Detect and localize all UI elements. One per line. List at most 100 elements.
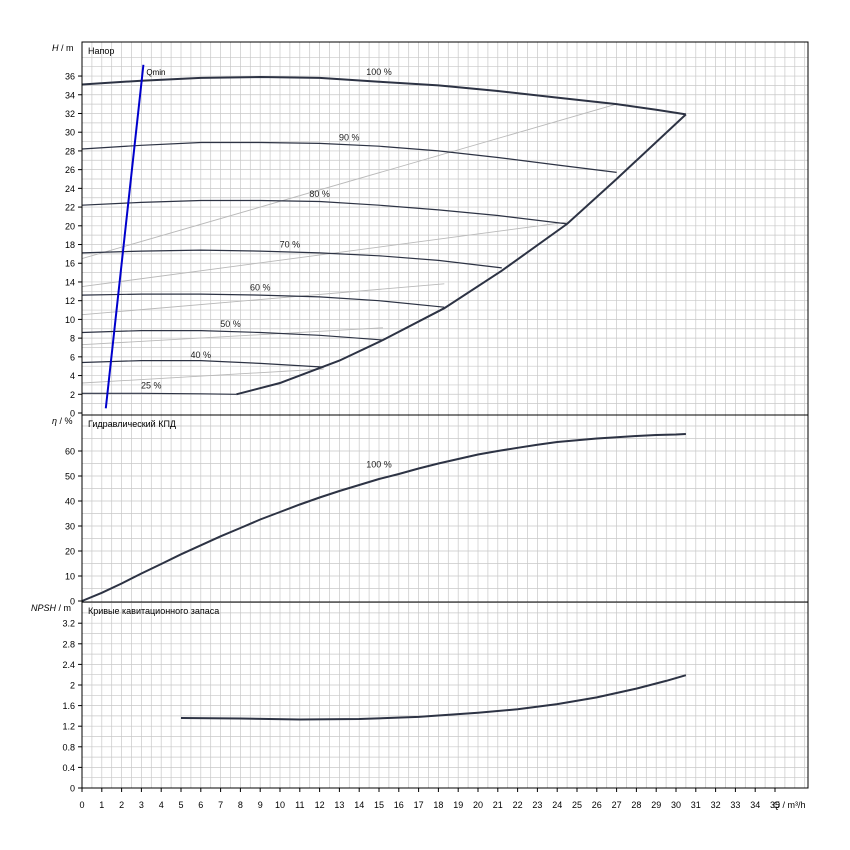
head-curve-70 [81, 249, 502, 269]
x-tick-label: 12 [315, 800, 325, 810]
head-curve-60 [81, 293, 445, 308]
x-tick-label: 24 [552, 800, 562, 810]
x-tick-label: 34 [750, 800, 760, 810]
head-curve-label: 50 % [220, 319, 241, 329]
head-curve-label: 100 % [366, 67, 392, 77]
x-tick-label: 30 [671, 800, 681, 810]
y-axis-unit: / m [56, 603, 71, 613]
x-tick-label: 20 [473, 800, 483, 810]
y-axis-unit: / m [59, 43, 74, 53]
efficiency-curve [81, 433, 686, 602]
y-tick-label: 18 [65, 240, 75, 250]
x-tick-label: 0 [79, 800, 84, 810]
qmin-line [104, 64, 145, 409]
x-tick-label: 28 [631, 800, 641, 810]
x-tick-label: 15 [374, 800, 384, 810]
y-tick-label: 0 [70, 409, 75, 419]
x-tick-label: 29 [651, 800, 661, 810]
x-tick-label: 32 [711, 800, 721, 810]
y-tick-label: 2 [70, 681, 75, 691]
efficiency-line-1 [81, 103, 617, 260]
x-tick-label: 11 [295, 800, 304, 810]
y-tick-label: 32 [65, 109, 75, 119]
head-curve-50 [81, 330, 384, 341]
efficiency-lines [81, 103, 617, 384]
x-tick-label: 6 [198, 800, 203, 810]
head-curve-label: 90 % [339, 133, 360, 143]
y-tick-label: 28 [65, 146, 75, 156]
efficiency-line-2 [81, 221, 568, 288]
x-tick-label: 18 [433, 800, 443, 810]
npsh-curve [180, 674, 687, 721]
y-tick-label: 14 [65, 277, 75, 287]
qmin-label: Qmin [146, 68, 165, 77]
head-curve-80 [81, 199, 568, 225]
x-tick-label: 9 [258, 800, 263, 810]
x-tick-label: 17 [414, 800, 424, 810]
x-axis-variable: Q [773, 800, 780, 810]
y-tick-label: 0.8 [62, 742, 75, 752]
y-tick-label: 2 [70, 390, 75, 400]
y-tick-label: 10 [65, 572, 75, 582]
y-tick-label: 0 [70, 597, 75, 607]
efficiency-line-4 [81, 327, 384, 346]
x-tick-label: 21 [493, 800, 503, 810]
efficiency-curve-label: 100 % [366, 460, 392, 470]
y-tick-label: 50 [65, 472, 75, 482]
x-tick-label: 33 [730, 800, 740, 810]
panel-title-3: Кривые кавитационного запаса [88, 606, 219, 616]
panel-title-2: Гидравлический КПД [88, 419, 176, 429]
head-curve-label: 70 % [280, 239, 301, 249]
envelope-curve [236, 113, 687, 396]
head-curve-label: 80 % [309, 189, 330, 199]
panel-title-1: Напор [88, 46, 114, 56]
x-tick-label: 8 [238, 800, 243, 810]
y-tick-label: 12 [65, 296, 75, 306]
x-tick-label: 2 [119, 800, 124, 810]
efficiency-line-5 [81, 368, 324, 384]
head-curve-label: 25 % [141, 381, 162, 391]
x-tick-label: 23 [532, 800, 542, 810]
y-axis-variable: η [52, 416, 57, 426]
x-tick-label: 35 [770, 800, 780, 810]
head-curve-100 [81, 75, 687, 116]
y-tick-label: 1.2 [62, 722, 75, 732]
y-axis-unit: / % [57, 416, 73, 426]
y-tick-label: 26 [65, 165, 75, 175]
y-tick-label: 1.6 [62, 701, 75, 711]
panel-frames [78, 41, 809, 792]
y-tick-label: 10 [65, 315, 75, 325]
y-tick-label: 36 [65, 72, 75, 82]
x-tick-label: 14 [354, 800, 364, 810]
y-tick-label: 2.8 [62, 639, 75, 649]
efficiency-line-3 [81, 283, 445, 316]
y-axis-variable: NPSH [31, 603, 57, 613]
x-tick-label: 25 [572, 800, 582, 810]
x-tick-label: 13 [334, 800, 344, 810]
x-tick-label: 7 [218, 800, 223, 810]
x-tick-label: 3 [139, 800, 144, 810]
x-tick-label: 27 [612, 800, 622, 810]
head-curve-label: 40 % [191, 350, 212, 360]
y-tick-label: 30 [65, 522, 75, 532]
x-tick-label: 10 [275, 800, 285, 810]
y-tick-label: 2.4 [62, 660, 75, 670]
y-tick-label: 3.2 [62, 619, 75, 629]
x-axis-unit: / m³/h [780, 800, 806, 810]
y-tick-label: 0.4 [62, 763, 75, 773]
y-tick-label: 40 [65, 497, 75, 507]
y-tick-label: 20 [65, 221, 75, 231]
y-axis-label-3: NPSH / m [31, 603, 71, 613]
head-curve-25 [82, 392, 237, 395]
x-tick-label: 5 [178, 800, 183, 810]
y-tick-label: 30 [65, 128, 75, 138]
x-tick-label: 1 [99, 800, 104, 810]
x-tick-label: 26 [592, 800, 602, 810]
x-tick-label: 19 [453, 800, 463, 810]
y-axis-label-2: η / % [52, 416, 73, 426]
y-tick-label: 8 [70, 334, 75, 344]
y-tick-label: 4 [70, 371, 75, 381]
x-tick-label: 16 [394, 800, 404, 810]
y-axis-label-1: H / m [52, 43, 74, 53]
